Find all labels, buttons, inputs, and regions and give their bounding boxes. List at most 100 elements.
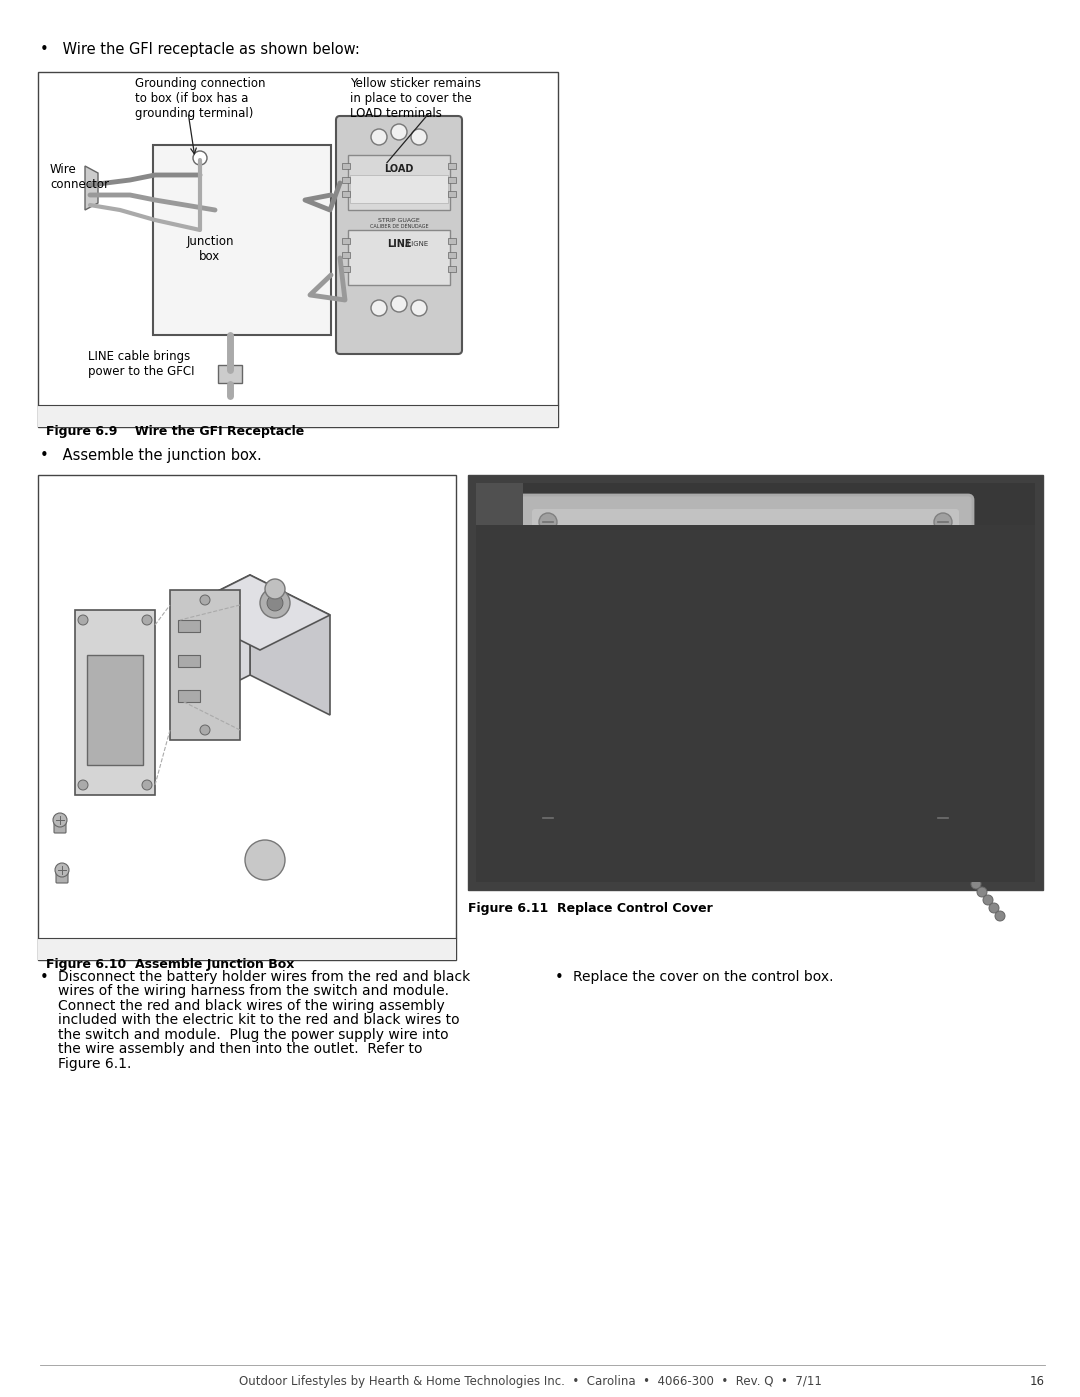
Circle shape bbox=[977, 887, 987, 897]
Circle shape bbox=[55, 863, 69, 877]
Bar bbox=[448, 237, 456, 244]
Text: 16: 16 bbox=[1030, 1375, 1045, 1389]
Circle shape bbox=[200, 725, 210, 735]
Bar bbox=[348, 155, 450, 210]
Text: the switch and module.  Plug the power supply wire into: the switch and module. Plug the power su… bbox=[58, 1028, 448, 1042]
Text: Outdoor Lifestyles by Hearth & Home Technologies Inc.  •  Carolina  •  4066-300 : Outdoor Lifestyles by Hearth & Home Tech… bbox=[239, 1375, 822, 1389]
Bar bbox=[170, 590, 240, 740]
Circle shape bbox=[212, 643, 218, 648]
Circle shape bbox=[192, 627, 198, 633]
Bar bbox=[87, 655, 143, 766]
Text: •   Assemble the junction box.: • Assemble the junction box. bbox=[40, 448, 261, 462]
Bar bbox=[476, 525, 1035, 882]
Bar bbox=[348, 231, 450, 285]
Text: Disconnect the battery holder wires from the red and black: Disconnect the battery holder wires from… bbox=[58, 970, 470, 983]
Circle shape bbox=[966, 870, 975, 882]
Text: /LIGNE: /LIGNE bbox=[405, 242, 429, 247]
Circle shape bbox=[245, 840, 285, 880]
Circle shape bbox=[539, 809, 557, 827]
Bar bbox=[476, 483, 523, 882]
Circle shape bbox=[934, 513, 951, 531]
Circle shape bbox=[192, 643, 198, 648]
Bar bbox=[476, 483, 1035, 882]
Polygon shape bbox=[249, 576, 330, 715]
Text: Figure 6.10  Assemble Junction Box: Figure 6.10 Assemble Junction Box bbox=[46, 958, 295, 971]
FancyBboxPatch shape bbox=[56, 868, 68, 883]
FancyBboxPatch shape bbox=[518, 495, 973, 845]
Bar bbox=[448, 191, 456, 197]
Text: CALIBER DE DÉNUDAGE: CALIBER DE DÉNUDAGE bbox=[369, 224, 429, 229]
Bar bbox=[218, 365, 242, 383]
Polygon shape bbox=[180, 576, 249, 710]
Circle shape bbox=[995, 911, 1005, 921]
Bar bbox=[342, 163, 350, 169]
Bar bbox=[38, 475, 456, 960]
Circle shape bbox=[539, 513, 557, 531]
Circle shape bbox=[983, 895, 993, 905]
Circle shape bbox=[372, 129, 387, 145]
FancyBboxPatch shape bbox=[54, 817, 66, 833]
Circle shape bbox=[391, 296, 407, 312]
Text: Figure 6.1.: Figure 6.1. bbox=[58, 1058, 132, 1071]
Circle shape bbox=[953, 855, 963, 865]
Circle shape bbox=[267, 595, 283, 610]
Text: the wire assembly and then into the outlet.  Refer to: the wire assembly and then into the outl… bbox=[58, 1042, 422, 1056]
Text: Wire
connector: Wire connector bbox=[50, 163, 109, 191]
Bar bbox=[342, 251, 350, 258]
Circle shape bbox=[959, 863, 969, 873]
Bar bbox=[178, 620, 200, 631]
Bar bbox=[342, 265, 350, 272]
Circle shape bbox=[372, 300, 387, 316]
Bar bbox=[468, 475, 1043, 890]
Bar bbox=[448, 265, 456, 272]
Bar bbox=[342, 177, 350, 183]
Text: •: • bbox=[40, 970, 49, 985]
Polygon shape bbox=[180, 576, 330, 650]
Text: Replace the cover on the control box.: Replace the cover on the control box. bbox=[573, 970, 834, 983]
Bar bbox=[178, 655, 200, 666]
Text: •   Wire the GFI receptacle as shown below:: • Wire the GFI receptacle as shown below… bbox=[40, 42, 360, 57]
Circle shape bbox=[192, 657, 198, 664]
Bar bbox=[38, 405, 558, 427]
Circle shape bbox=[78, 780, 87, 789]
Bar bbox=[38, 937, 456, 960]
Bar bbox=[448, 251, 456, 258]
Circle shape bbox=[141, 615, 152, 624]
Circle shape bbox=[411, 129, 427, 145]
Text: Grounding connection
to box (if box has a
grounding terminal): Grounding connection to box (if box has … bbox=[135, 77, 266, 120]
Circle shape bbox=[193, 151, 207, 165]
FancyBboxPatch shape bbox=[735, 659, 754, 689]
Bar bbox=[342, 237, 350, 244]
Text: Connect the red and black wires of the wiring assembly: Connect the red and black wires of the w… bbox=[58, 999, 445, 1013]
Bar bbox=[178, 690, 200, 703]
Circle shape bbox=[212, 627, 218, 633]
Text: Figure 6.9    Wire the GFI Receptacle: Figure 6.9 Wire the GFI Receptacle bbox=[46, 425, 305, 439]
Circle shape bbox=[78, 615, 87, 624]
Bar bbox=[38, 73, 558, 427]
Polygon shape bbox=[480, 535, 548, 675]
Circle shape bbox=[53, 813, 67, 827]
Bar bbox=[153, 145, 330, 335]
Bar bbox=[75, 610, 156, 795]
Circle shape bbox=[260, 588, 291, 617]
Text: Yellow sticker remains
in place to cover the
LOAD terminals: Yellow sticker remains in place to cover… bbox=[350, 77, 481, 120]
Text: LOAD: LOAD bbox=[384, 163, 414, 175]
Circle shape bbox=[411, 300, 427, 316]
Text: LINE: LINE bbox=[387, 239, 411, 249]
Circle shape bbox=[265, 578, 285, 599]
Circle shape bbox=[971, 879, 981, 888]
Circle shape bbox=[212, 657, 218, 664]
Text: LINE cable brings
power to the GFCI: LINE cable brings power to the GFCI bbox=[87, 351, 194, 379]
Bar bbox=[350, 175, 448, 203]
Circle shape bbox=[200, 595, 210, 605]
FancyBboxPatch shape bbox=[336, 116, 462, 353]
Bar bbox=[448, 163, 456, 169]
Circle shape bbox=[141, 780, 152, 789]
Text: STRIP GUAGE: STRIP GUAGE bbox=[378, 218, 420, 222]
Bar bbox=[342, 191, 350, 197]
FancyBboxPatch shape bbox=[532, 509, 959, 831]
Circle shape bbox=[391, 124, 407, 140]
Circle shape bbox=[989, 902, 999, 914]
Circle shape bbox=[934, 809, 951, 827]
Text: wires of the wiring harness from the switch and module.: wires of the wiring harness from the swi… bbox=[58, 985, 449, 999]
